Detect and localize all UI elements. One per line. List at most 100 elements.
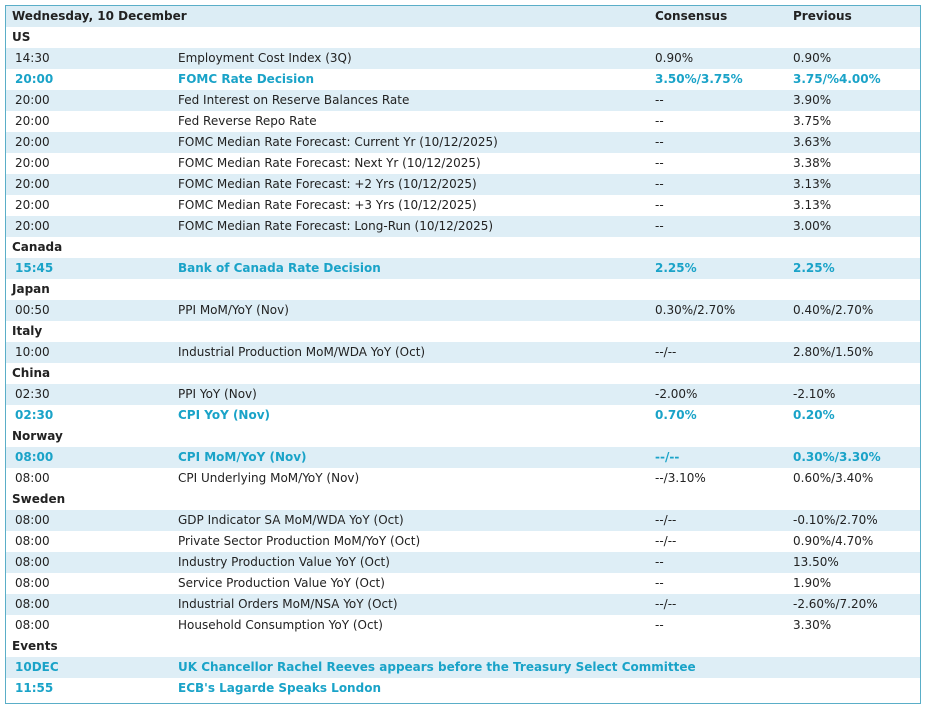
previous: 13.50% bbox=[793, 555, 839, 569]
time: 08:00 bbox=[15, 597, 50, 611]
event-row: 20:00 FOMC Median Rate Forecast: +2 Yrs (… bbox=[6, 174, 920, 195]
time: 08:00 bbox=[15, 618, 50, 632]
previous: 1.90% bbox=[793, 576, 832, 590]
time: 20:00 bbox=[15, 177, 50, 191]
event: FOMC Median Rate Forecast: Next Yr (10/1… bbox=[178, 156, 481, 170]
event: FOMC Median Rate Forecast: Long-Run (10/… bbox=[178, 219, 494, 233]
previous: 3.13% bbox=[793, 177, 832, 191]
consensus-header: Consensus bbox=[655, 9, 728, 23]
time: 00:50 bbox=[15, 303, 50, 317]
calendar-table: Wednesday, 10 December Consensus Previou… bbox=[5, 5, 921, 704]
consensus: -- bbox=[655, 156, 664, 170]
event-row: 15:45 Bank of Canada Rate Decision 2.25% 2.… bbox=[6, 258, 920, 279]
header-row: Wednesday, 10 December Consensus Previou… bbox=[6, 6, 920, 27]
event: Industrial Production MoM/WDA YoY (Oct) bbox=[178, 345, 426, 359]
time: 20:00 bbox=[15, 135, 50, 149]
consensus: 0.70% bbox=[655, 408, 697, 422]
consensus: --/-- bbox=[655, 534, 677, 548]
previous: 2.25% bbox=[793, 261, 835, 275]
event-row: 08:00 Industry Production Value YoY (Oct)… bbox=[6, 552, 920, 573]
consensus: -- bbox=[655, 135, 664, 149]
time: 08:00 bbox=[15, 576, 50, 590]
section-name: China bbox=[12, 366, 51, 380]
time: 20:00 bbox=[15, 219, 50, 233]
event-row: 08:00 Household Consumption YoY (Oct) -- 3.… bbox=[6, 615, 920, 636]
consensus: 2.25% bbox=[655, 261, 697, 275]
event: GDP Indicator SA MoM/WDA YoY (Oct) bbox=[178, 513, 404, 527]
previous: 3.00% bbox=[793, 219, 832, 233]
previous: 3.63% bbox=[793, 135, 832, 149]
time: 20:00 bbox=[15, 114, 50, 128]
time: 02:30 bbox=[15, 408, 54, 422]
consensus: -2.00% bbox=[655, 387, 698, 401]
previous: 0.90%/4.70% bbox=[793, 534, 874, 548]
event: Employment Cost Index (3Q) bbox=[178, 51, 352, 65]
consensus: 3.50%/3.75% bbox=[655, 72, 743, 86]
consensus: -- bbox=[655, 618, 664, 632]
consensus: -- bbox=[655, 114, 664, 128]
previous: 0.30%/3.30% bbox=[793, 450, 881, 464]
event-row: 14:30 Employment Cost Index (3Q) 0.90% 0.90… bbox=[6, 48, 920, 69]
previous: 3.75% bbox=[793, 114, 832, 128]
event: Private Sector Production MoM/YoY (Oct) bbox=[178, 534, 421, 548]
event-row: 11:55 ECB's Lagarde Speaks London bbox=[6, 678, 920, 699]
section-row: Japan bbox=[6, 279, 920, 300]
event-row: 20:00 FOMC Median Rate Forecast: +3 Yrs (… bbox=[6, 195, 920, 216]
event-row: 20:00 FOMC Median Rate Forecast: Next Yr … bbox=[6, 153, 920, 174]
event: Fed Interest on Reserve Balances Rate bbox=[178, 93, 410, 107]
previous: 0.60%/3.40% bbox=[793, 471, 874, 485]
time: 11:55 bbox=[15, 681, 54, 695]
event: FOMC Median Rate Forecast: +3 Yrs (10/12… bbox=[178, 198, 477, 212]
section-name: US bbox=[12, 30, 31, 44]
section-name: Canada bbox=[12, 240, 63, 254]
time: 08:00 bbox=[15, 555, 50, 569]
time: 20:00 bbox=[15, 93, 50, 107]
date: Wednesday, 10 December bbox=[12, 9, 187, 23]
previous: 2.80%/1.50% bbox=[793, 345, 874, 359]
consensus: -- bbox=[655, 93, 664, 107]
section-row: Canada bbox=[6, 237, 920, 258]
event: Household Consumption YoY (Oct) bbox=[178, 618, 383, 632]
time: 08:00 bbox=[15, 471, 50, 485]
consensus: 0.30%/2.70% bbox=[655, 303, 736, 317]
previous: 3.30% bbox=[793, 618, 832, 632]
event: Bank of Canada Rate Decision bbox=[178, 261, 381, 275]
previous: 0.90% bbox=[793, 51, 832, 65]
consensus: --/-- bbox=[655, 450, 680, 464]
previous: -2.10% bbox=[793, 387, 836, 401]
previous: 3.75/%4.00% bbox=[793, 72, 881, 86]
event: Service Production Value YoY (Oct) bbox=[178, 576, 385, 590]
event: FOMC Median Rate Forecast: +2 Yrs (10/12… bbox=[178, 177, 477, 191]
event-row: 02:30 CPI YoY (Nov) 0.70% 0.20% bbox=[6, 405, 920, 426]
section-name: Italy bbox=[12, 324, 43, 338]
event: Fed Reverse Repo Rate bbox=[178, 114, 317, 128]
consensus: -- bbox=[655, 555, 664, 569]
section-name: Japan bbox=[12, 282, 50, 296]
section-row: China bbox=[6, 363, 920, 384]
event: CPI Underlying MoM/YoY (Nov) bbox=[178, 471, 360, 485]
previous: 3.13% bbox=[793, 198, 832, 212]
event-row: 20:00 Fed Interest on Reserve Balances Ra… bbox=[6, 90, 920, 111]
event: PPI MoM/YoY (Nov) bbox=[178, 303, 289, 317]
section-name: Events bbox=[12, 639, 58, 653]
event: PPI YoY (Nov) bbox=[178, 387, 257, 401]
event: UK Chancellor Rachel Reeves appears befo… bbox=[178, 660, 696, 674]
time: 10:00 bbox=[15, 345, 50, 359]
event: ECB's Lagarde Speaks London bbox=[178, 681, 381, 695]
time: 15:45 bbox=[15, 261, 54, 275]
event: FOMC Median Rate Forecast: Current Yr (1… bbox=[178, 135, 498, 149]
event-row: 08:00 Service Production Value YoY (Oct) -… bbox=[6, 573, 920, 594]
event-row: 10DEC UK Chancellor Rachel Reeves appears… bbox=[6, 657, 920, 678]
consensus: --/-- bbox=[655, 513, 677, 527]
consensus: -- bbox=[655, 177, 664, 191]
event: CPI MoM/YoY (Nov) bbox=[178, 450, 307, 464]
consensus: --/-- bbox=[655, 345, 677, 359]
time: 10DEC bbox=[15, 660, 59, 674]
time: 02:30 bbox=[15, 387, 50, 401]
previous: -0.10%/2.70% bbox=[793, 513, 878, 527]
time: 08:00 bbox=[15, 513, 50, 527]
time: 20:00 bbox=[15, 72, 54, 86]
consensus: 0.90% bbox=[655, 51, 694, 65]
time: 08:00 bbox=[15, 450, 54, 464]
event: CPI YoY (Nov) bbox=[178, 408, 271, 422]
